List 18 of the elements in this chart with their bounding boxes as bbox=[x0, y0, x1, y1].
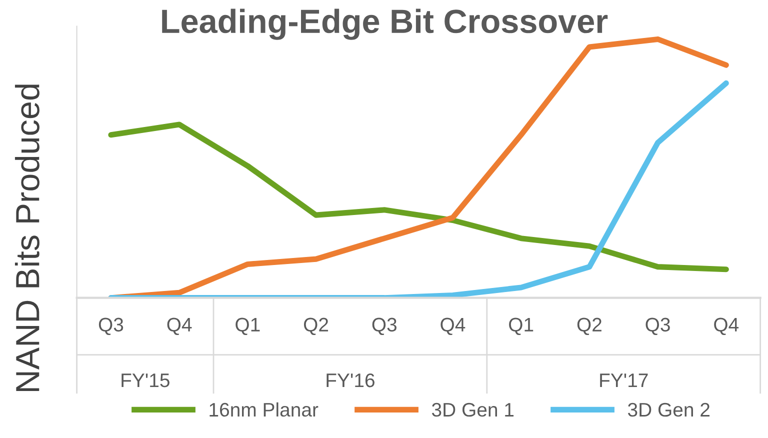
legend-label: 3D Gen 1 bbox=[432, 402, 514, 417]
x-tick-label: Q1 bbox=[236, 318, 260, 336]
legend-label: 16nm Planar bbox=[210, 402, 318, 417]
x-tick-label: Q2 bbox=[304, 318, 328, 336]
legend-label: 3D Gen 2 bbox=[628, 402, 710, 417]
x-tick-label: Q4 bbox=[440, 318, 466, 336]
chart-title: Leading-Edge Bit Crossover bbox=[162, 8, 608, 40]
text: FY'16 bbox=[326, 373, 374, 388]
y-axis-title: NAND Bits Produced bbox=[14, 84, 40, 391]
x-tick-label: Q3 bbox=[646, 318, 670, 336]
x-tick-label: Q4 bbox=[167, 318, 192, 336]
text: FY'17 bbox=[600, 374, 648, 388]
text: FY'15 bbox=[122, 374, 170, 388]
x-tick-label: Q1 bbox=[509, 318, 534, 336]
x-tick-label: Q4 bbox=[714, 318, 739, 336]
x-tick-label: Q2 bbox=[577, 318, 602, 336]
x-tick-label: Q3 bbox=[372, 318, 396, 336]
x-tick-label: Q3 bbox=[98, 318, 124, 336]
